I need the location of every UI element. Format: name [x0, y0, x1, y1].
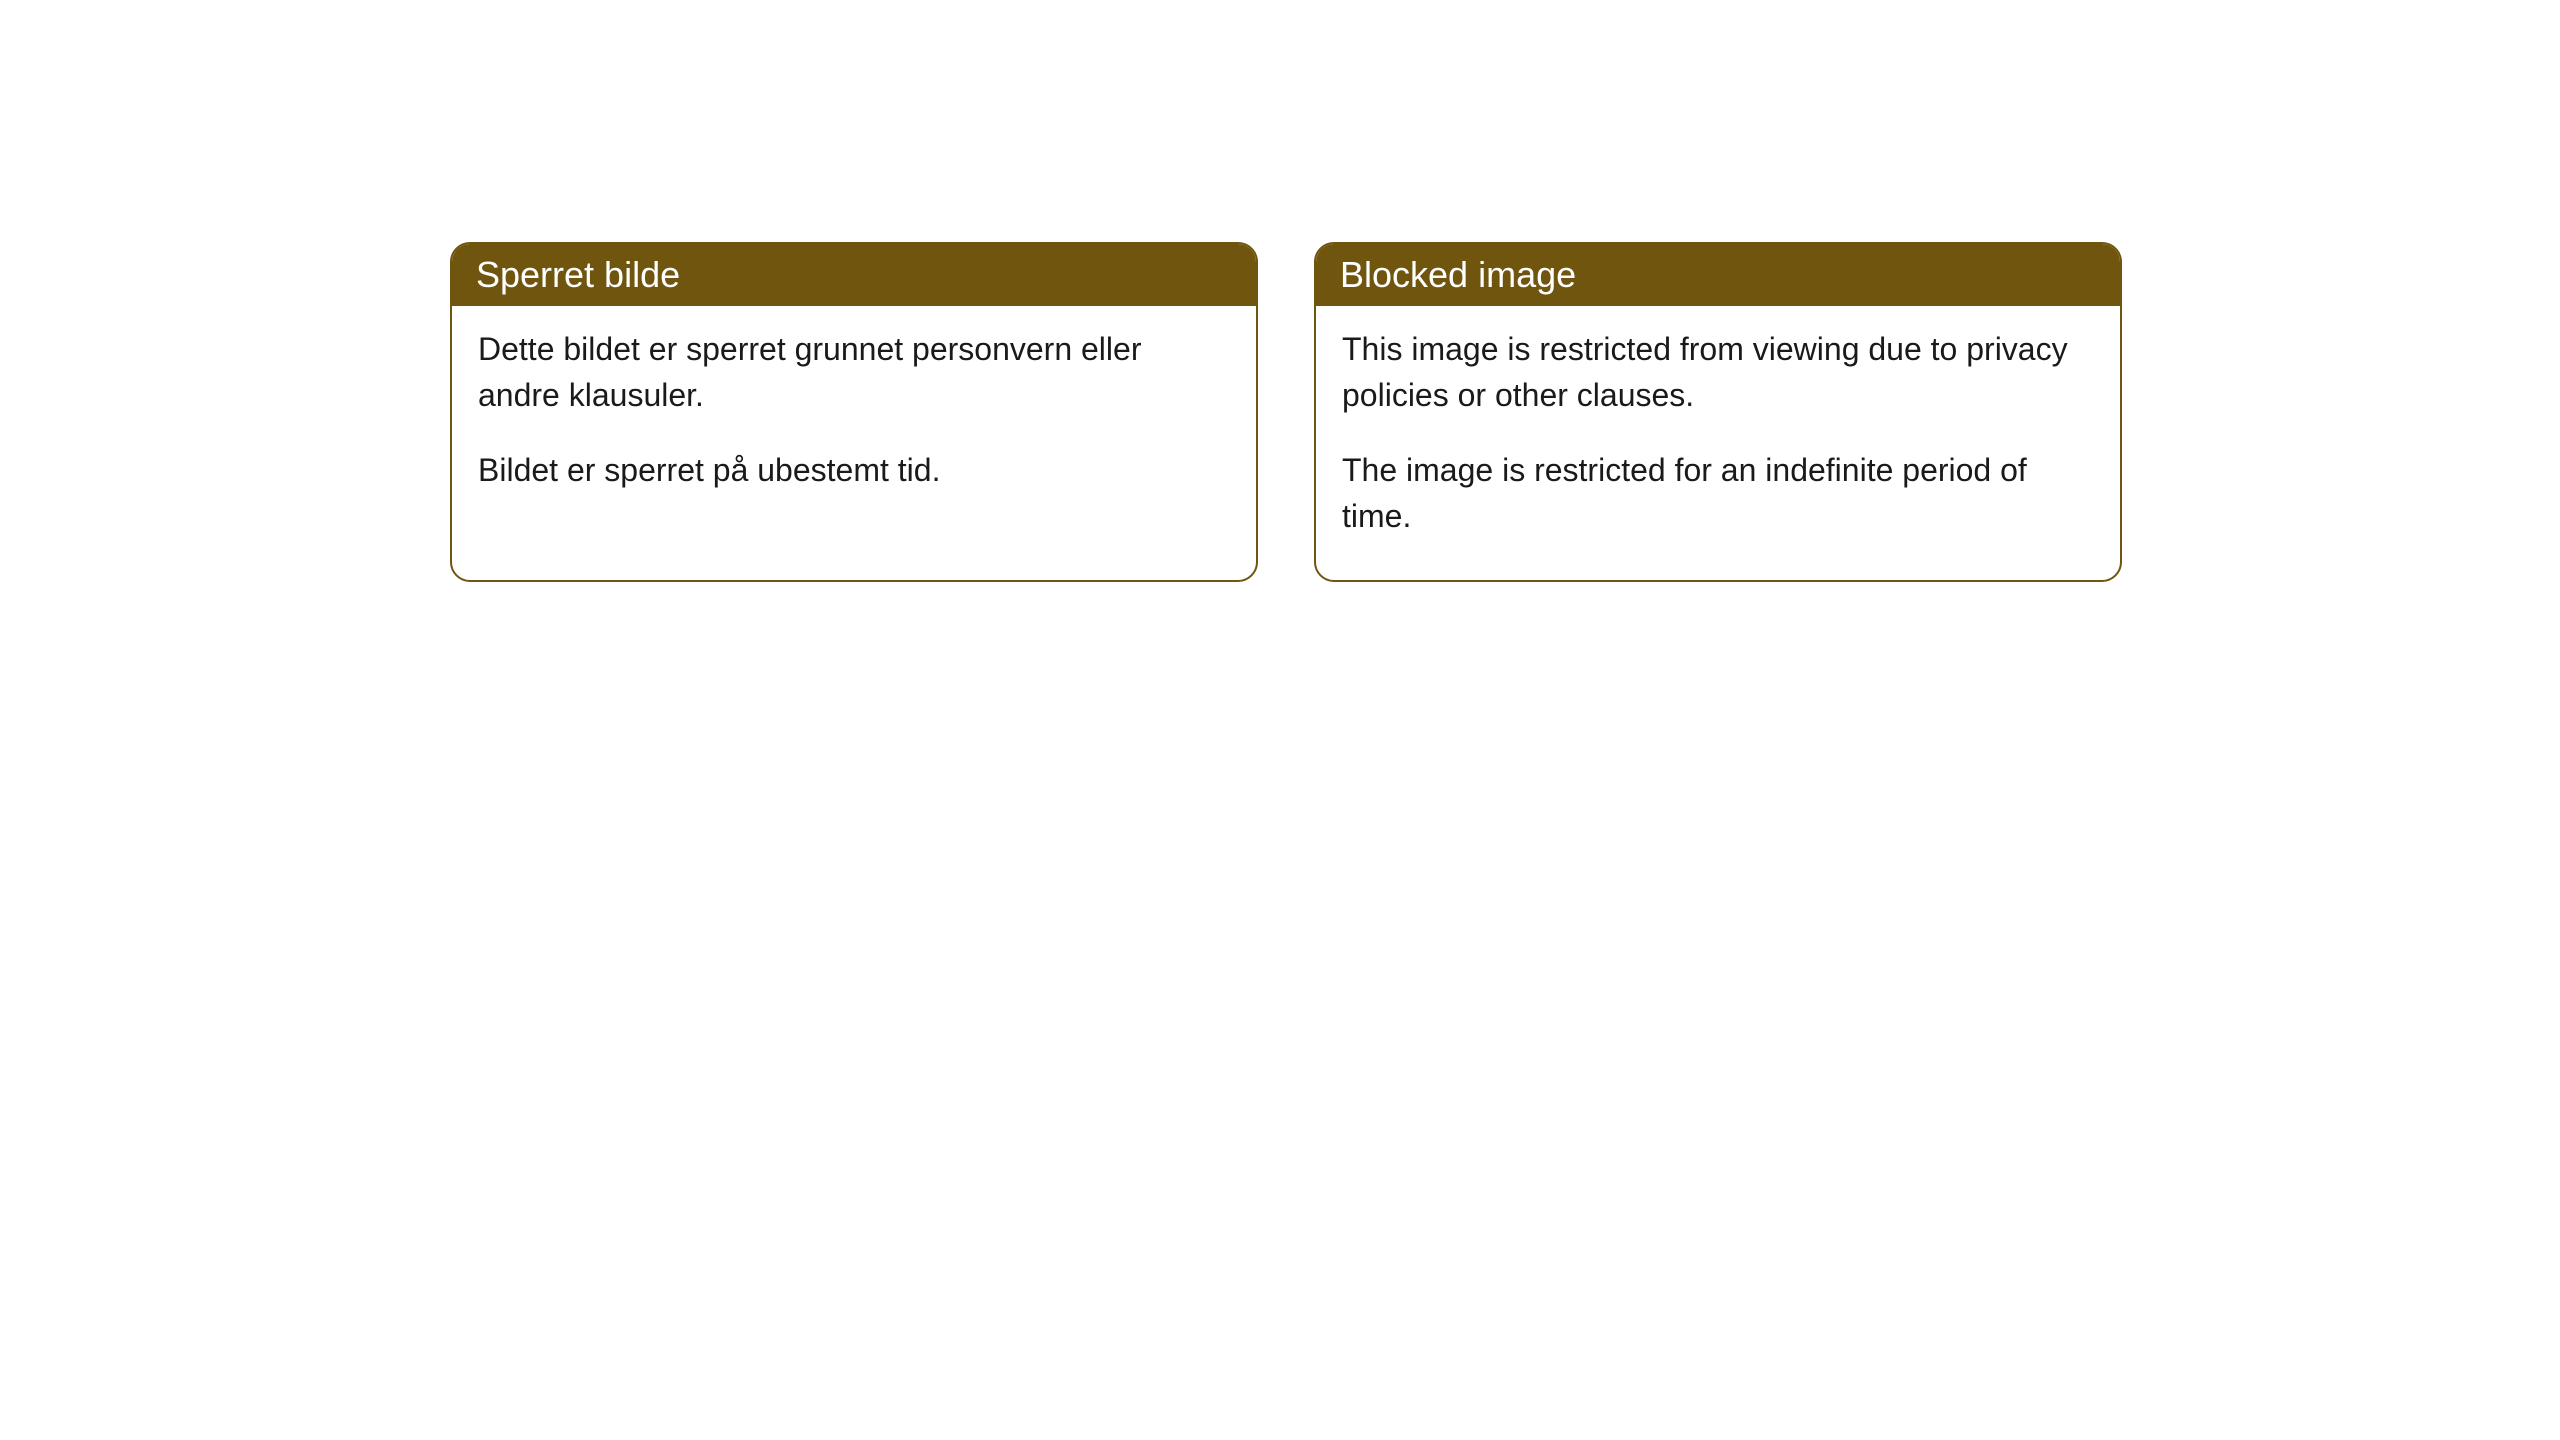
card-body-en: This image is restricted from viewing du… [1316, 306, 2120, 580]
card-paragraph-2-en: The image is restricted for an indefinit… [1342, 447, 2094, 540]
blocked-image-card-no: Sperret bilde Dette bildet er sperret gr… [450, 242, 1258, 582]
card-header-en: Blocked image [1316, 244, 2120, 306]
card-paragraph-1-no: Dette bildet er sperret grunnet personve… [478, 326, 1230, 419]
card-paragraph-1-en: This image is restricted from viewing du… [1342, 326, 2094, 419]
notice-cards-container: Sperret bilde Dette bildet er sperret gr… [450, 242, 2122, 582]
card-paragraph-2-no: Bildet er sperret på ubestemt tid. [478, 447, 1230, 493]
card-body-no: Dette bildet er sperret grunnet personve… [452, 306, 1256, 533]
blocked-image-card-en: Blocked image This image is restricted f… [1314, 242, 2122, 582]
card-header-no: Sperret bilde [452, 244, 1256, 306]
